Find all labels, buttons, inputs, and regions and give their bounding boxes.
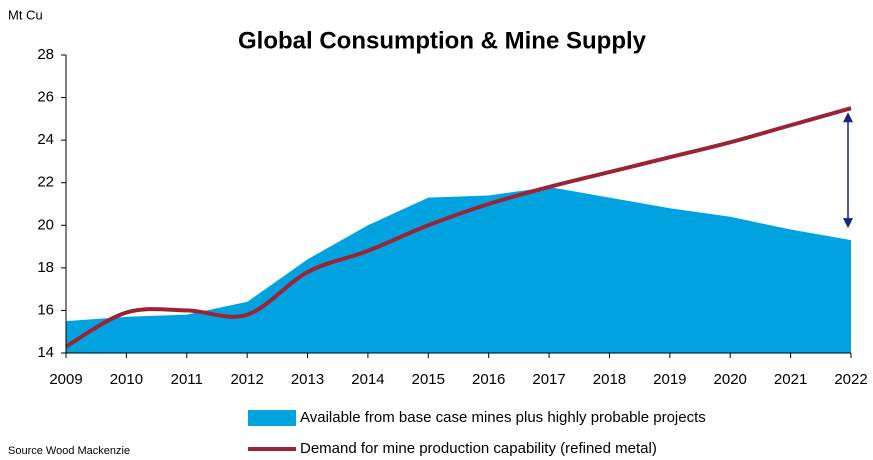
x-tick-label: 2019 (653, 371, 686, 388)
legend-swatch (248, 410, 296, 426)
x-tick-label: 2010 (110, 371, 143, 388)
supply-area (66, 186, 851, 353)
x-tick-label: 2017 (532, 371, 565, 388)
x-tick-label: 2015 (412, 371, 445, 388)
y-tick-label: 16 (37, 301, 54, 318)
y-tick-label: 18 (37, 259, 54, 276)
y-tick-label: 14 (37, 344, 54, 361)
x-tick-label: 2013 (291, 371, 324, 388)
x-tick-label: 2011 (171, 371, 203, 388)
x-tick-label: 2022 (834, 371, 867, 388)
y-tick-label: 20 (37, 216, 54, 233)
x-tick-label: 2012 (230, 371, 263, 388)
y-tick-label: 22 (37, 174, 54, 191)
source-note: Source Wood Mackenzie (8, 445, 130, 457)
x-tick-label: 2018 (593, 371, 626, 388)
y-tick-label: 26 (37, 89, 54, 106)
x-tick-label: 2016 (472, 371, 505, 388)
demand-line (64, 106, 852, 349)
y-tick-label: 28 (37, 46, 54, 63)
x-tick-label: 2009 (49, 371, 82, 388)
chart-title: Global Consumption & Mine Supply (238, 27, 647, 54)
legend-label: Demand for mine production capability (r… (300, 440, 657, 457)
x-tick-label: 2020 (714, 371, 747, 388)
arrow-head (843, 112, 853, 123)
y-tick-label: 24 (37, 131, 54, 148)
y-axis-label: Mt Cu (8, 7, 43, 22)
x-tick-label: 2014 (351, 371, 384, 388)
legend-label: Available from base case mines plus high… (300, 409, 706, 426)
x-tick-label: 2021 (774, 371, 807, 388)
arrow-head (843, 218, 853, 229)
legend: Available from base case mines plus high… (248, 409, 706, 457)
